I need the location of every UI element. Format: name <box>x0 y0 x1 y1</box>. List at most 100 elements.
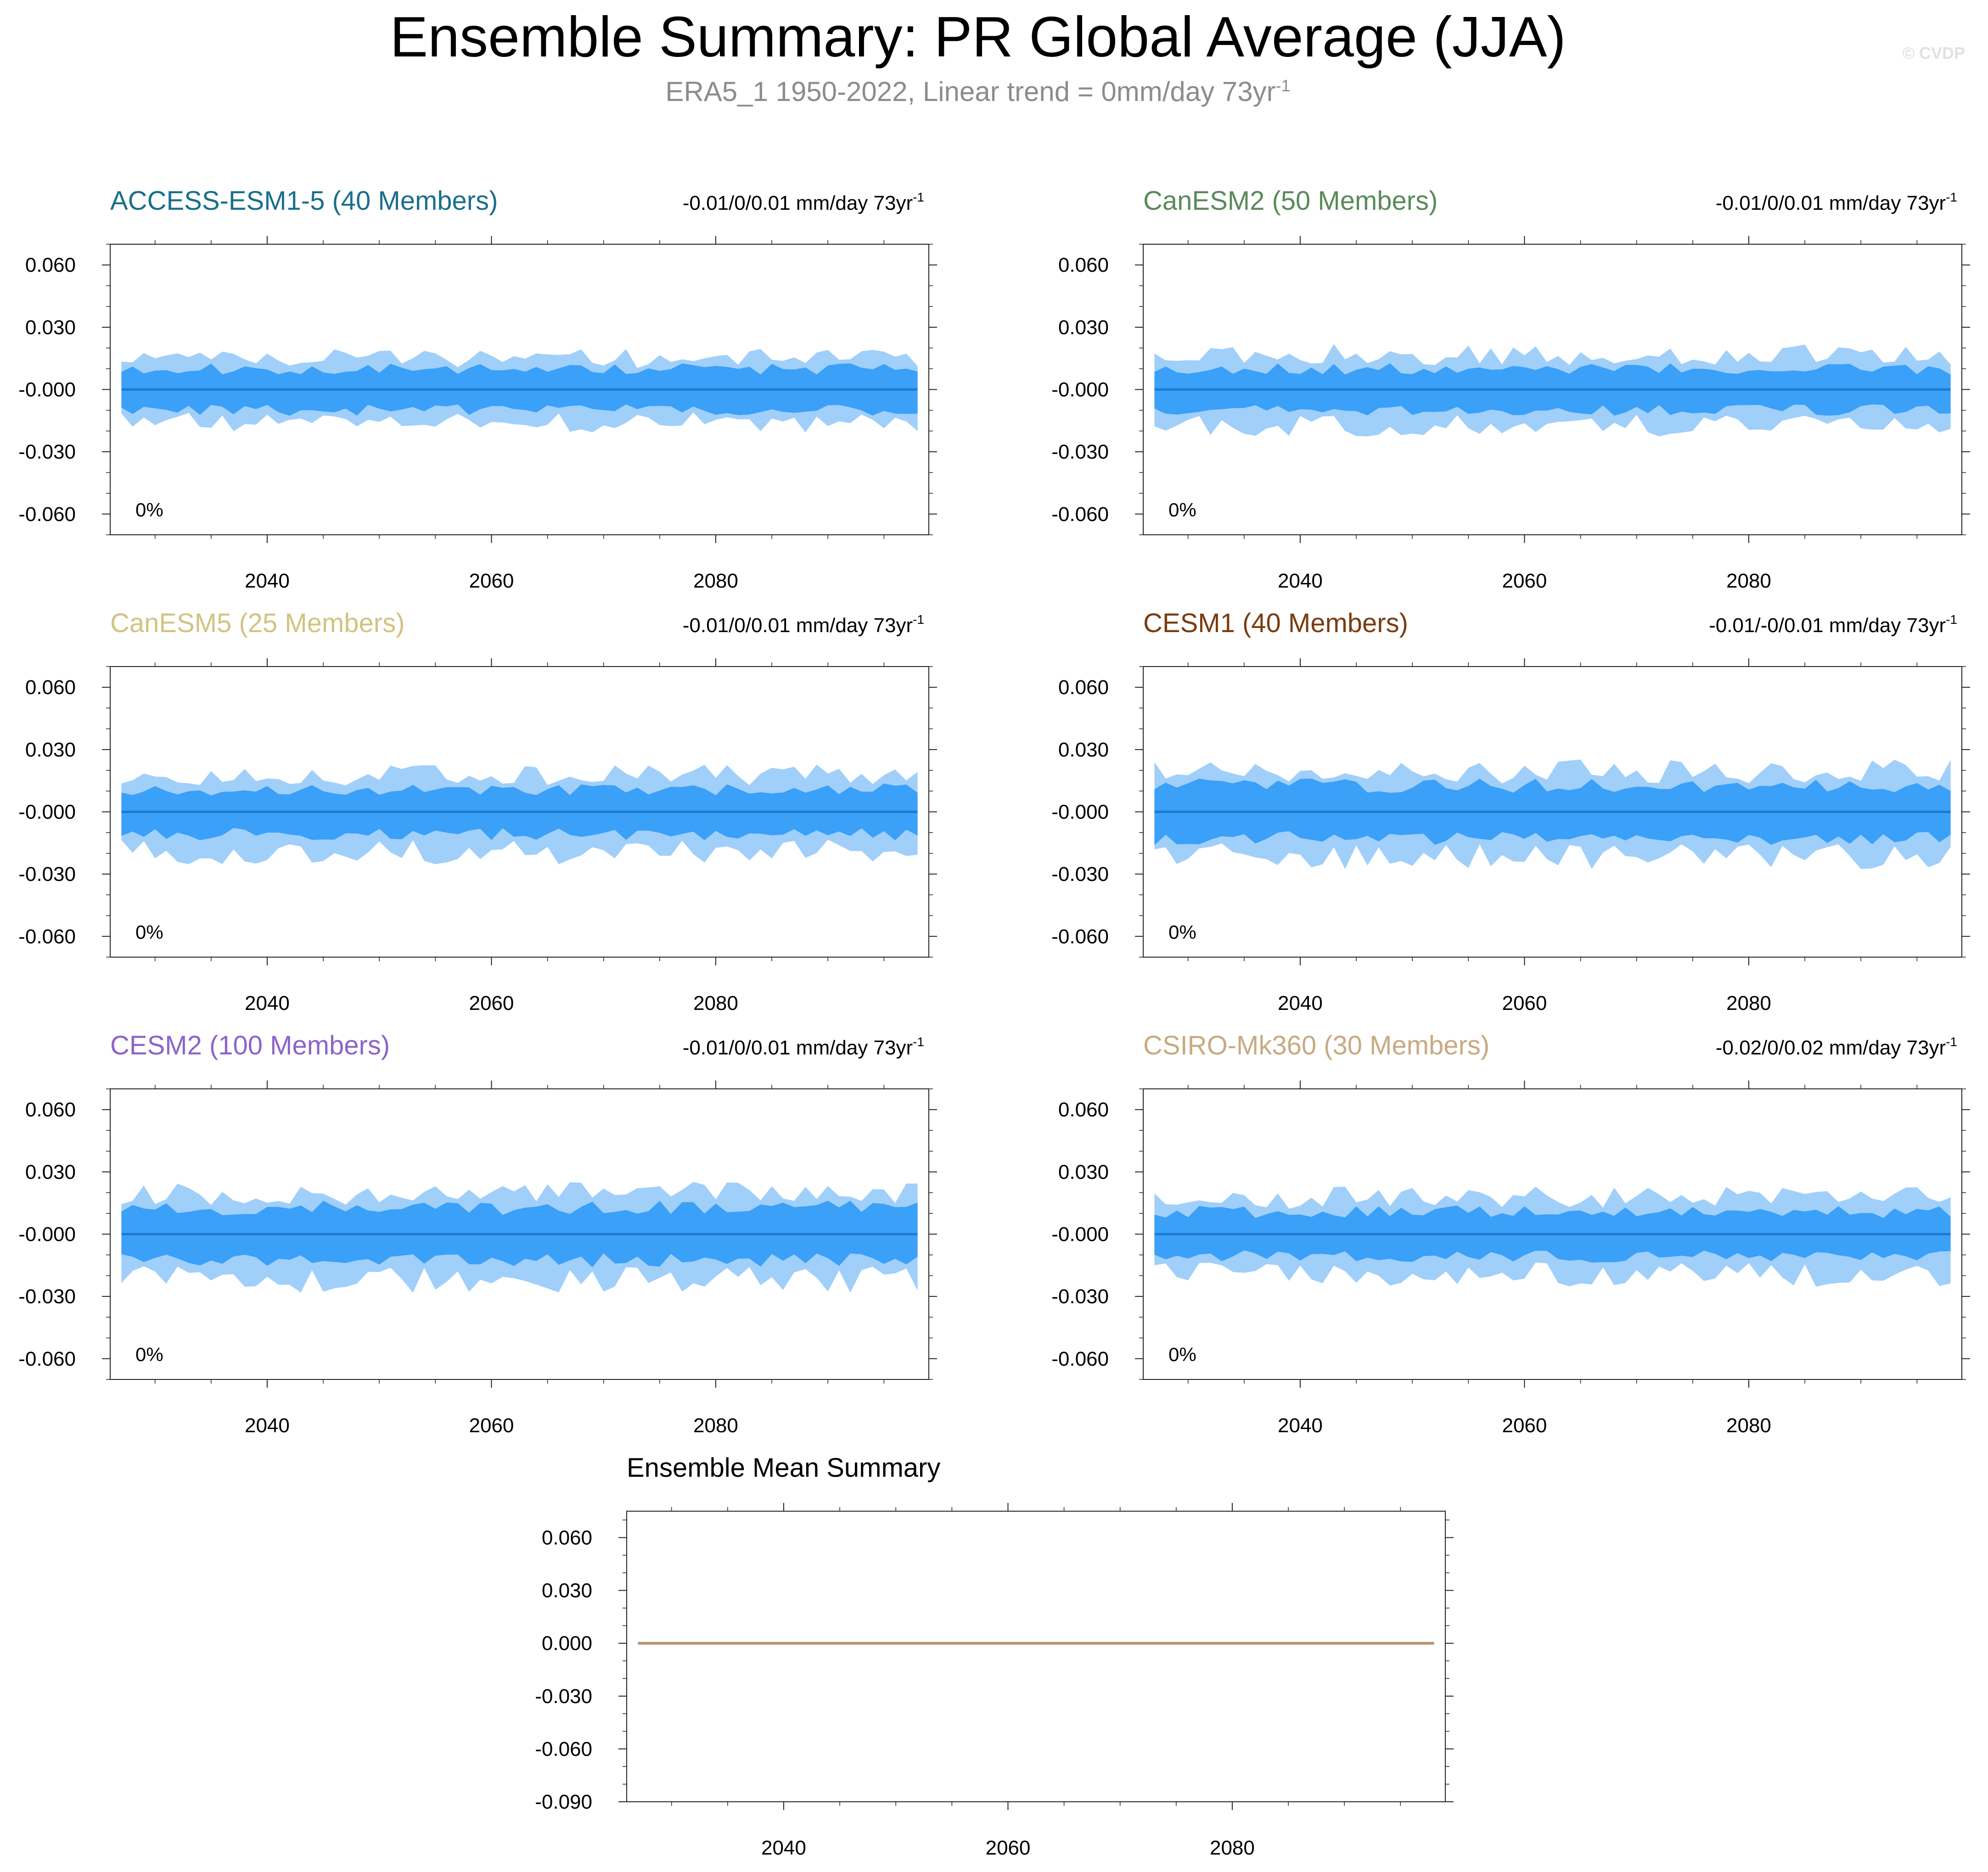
trend-label: -0.01/0/0.01 mm/day 73yr-1 <box>683 1035 924 1059</box>
y-tick-label: 0.060 <box>25 1099 76 1121</box>
trend-label: -0.01/0/0.01 mm/day 73yr-1 <box>683 612 924 637</box>
percent-label: 0% <box>1168 499 1196 521</box>
trend-label-text: -0.01/0/0.01 mm/day 73yr <box>1716 192 1946 214</box>
x-tick-label: 2040 <box>1278 1414 1323 1437</box>
plot-area <box>1154 759 1951 869</box>
y-tick-label: -0.060 <box>18 925 76 948</box>
x-tick-label: 2060 <box>1502 570 1547 592</box>
trend-label-superscript: -1 <box>913 190 924 204</box>
chart-panel-7: Ensemble Mean Summary 0.060 0.030 0.000 -0.0… <box>535 1453 1454 1859</box>
percent-label: 0% <box>1168 1344 1196 1365</box>
y-tick-label: 0.030 <box>1058 316 1109 339</box>
panel-title: CanESM5 (25 Members) <box>110 608 404 638</box>
y-tick-label: -0.030 <box>18 441 76 463</box>
trend-label: -0.01/-0/0.01 mm/day 73yr-1 <box>1709 612 1957 637</box>
x-tick-label: 2080 <box>693 992 738 1014</box>
y-tick-label: 0.030 <box>25 739 76 761</box>
x-tick-label: 2060 <box>469 992 514 1014</box>
x-tick-label: 2060 <box>1502 992 1547 1014</box>
trend-label-text: -0.01/0/0.01 mm/day 73yr <box>683 1037 913 1059</box>
trend-label-text: -0.01/0/0.01 mm/day 73yr <box>683 192 913 214</box>
y-tick-label: -0.060 <box>1051 925 1109 948</box>
trend-label-superscript: -1 <box>1946 190 1957 204</box>
x-tick-label: 2080 <box>693 1414 738 1437</box>
chart-panel-4: CESM1 (40 Members) -0.01/-0/0.01 mm/day 7… <box>1051 608 1970 1014</box>
x-tick-label: 2080 <box>693 570 738 592</box>
x-tick-label: 2060 <box>469 570 514 592</box>
panel-title: Ensemble Mean Summary <box>627 1453 940 1483</box>
trend-label-superscript: -1 <box>913 1035 924 1049</box>
y-tick-label: 0.030 <box>25 316 76 339</box>
x-tick-label: 2060 <box>469 1414 514 1437</box>
y-tick-label: -0.000 <box>18 801 76 824</box>
x-tick-label: 2040 <box>245 570 290 592</box>
y-tick-label: 0.030 <box>1058 739 1109 761</box>
chart-panel-3: CanESM5 (25 Members) -0.01/0/0.01 mm/day … <box>18 608 937 1014</box>
y-tick-label: -0.060 <box>535 1738 592 1760</box>
y-tick-label: 0.000 <box>542 1632 592 1655</box>
y-tick-label: -0.030 <box>1051 1285 1109 1308</box>
x-tick-label: 2080 <box>1726 570 1771 592</box>
x-tick-label: 2040 <box>1278 570 1323 592</box>
x-tick-label: 2040 <box>1278 992 1323 1014</box>
y-tick-label: 0.030 <box>25 1161 76 1183</box>
y-tick-label: 0.030 <box>1058 1161 1109 1183</box>
page-subtitle: ERA5_1 1950-2022, Linear trend = 0mm/day… <box>0 76 1956 107</box>
panel-title: CSIRO-Mk360 (30 Members) <box>1143 1031 1489 1060</box>
y-tick-label: -0.090 <box>535 1791 592 1813</box>
x-tick-label: 2080 <box>1210 1837 1255 1859</box>
y-tick-label: -0.030 <box>18 863 76 886</box>
trend-label-text: -0.01/-0/0.01 mm/day 73yr <box>1709 614 1946 637</box>
trend-label-superscript: -1 <box>1946 612 1957 627</box>
percent-label: 0% <box>135 921 163 943</box>
y-tick-label: -0.000 <box>18 379 76 401</box>
plot-frame <box>626 1511 1446 1802</box>
panel-title: CanESM2 (50 Members) <box>1143 186 1438 216</box>
chart-panel-2: CanESM2 (50 Members) -0.01/0/0.01 mm/day … <box>1051 186 1970 592</box>
x-tick-label: 2040 <box>245 992 290 1014</box>
cvdp-watermark: © CVDP <box>1902 44 1965 62</box>
y-tick-label: 0.060 <box>25 254 76 276</box>
trend-label-text: -0.01/0/0.01 mm/day 73yr <box>683 614 913 637</box>
chart-panel-6: CSIRO-Mk360 (30 Members) -0.02/0/0.02 mm/… <box>1051 1031 1970 1437</box>
trend-label-text: -0.02/0/0.02 mm/day 73yr <box>1716 1037 1946 1059</box>
y-tick-label: -0.060 <box>18 1348 76 1370</box>
y-tick-label: 0.060 <box>1058 1099 1109 1121</box>
y-tick-label: -0.060 <box>1051 503 1109 526</box>
y-tick-label: -0.030 <box>535 1685 592 1708</box>
y-tick-label: -0.000 <box>1051 1223 1109 1246</box>
chart-panel-5: CESM2 (100 Members) -0.01/0/0.01 mm/day 7… <box>18 1031 937 1437</box>
y-tick-label: -0.030 <box>1051 441 1109 463</box>
x-tick-label: 2080 <box>1726 1414 1771 1437</box>
y-tick-label: -0.000 <box>1051 801 1109 824</box>
trend-label-superscript: -1 <box>913 612 924 627</box>
plot-area <box>121 349 918 432</box>
y-tick-label: 0.030 <box>542 1580 592 1602</box>
y-tick-label: -0.000 <box>18 1223 76 1246</box>
plot-area <box>1154 1187 1951 1287</box>
y-tick-label: -0.030 <box>18 1285 76 1308</box>
y-tick-label: -0.060 <box>1051 1348 1109 1370</box>
plot-area <box>121 764 918 864</box>
trend-label: -0.01/0/0.01 mm/day 73yr-1 <box>683 190 924 214</box>
x-tick-label: 2040 <box>761 1837 806 1859</box>
subtitle-text: ERA5_1 1950-2022, Linear trend = 0mm/day… <box>665 76 1276 107</box>
y-tick-label: -0.000 <box>1051 379 1109 401</box>
trend-label-superscript: -1 <box>1946 1035 1957 1049</box>
trend-label: -0.01/0/0.01 mm/day 73yr-1 <box>1716 190 1957 214</box>
trend-label: -0.02/0/0.02 mm/day 73yr-1 <box>1716 1035 1957 1059</box>
panel-title: CESM2 (100 Members) <box>110 1031 390 1060</box>
x-tick-label: 2040 <box>245 1414 290 1437</box>
percent-label: 0% <box>135 1344 163 1365</box>
y-tick-label: 0.060 <box>1058 676 1109 699</box>
y-tick-label: -0.060 <box>18 503 76 526</box>
x-tick-label: 2080 <box>1726 992 1771 1014</box>
plot-area <box>1154 344 1951 437</box>
plot-area <box>121 1182 918 1293</box>
percent-label: 0% <box>135 499 163 521</box>
y-tick-label: -0.030 <box>1051 863 1109 886</box>
page-title: Ensemble Summary: PR Global Average (JJA… <box>390 6 1566 69</box>
y-tick-label: 0.060 <box>25 676 76 699</box>
x-tick-label: 2060 <box>985 1837 1030 1859</box>
